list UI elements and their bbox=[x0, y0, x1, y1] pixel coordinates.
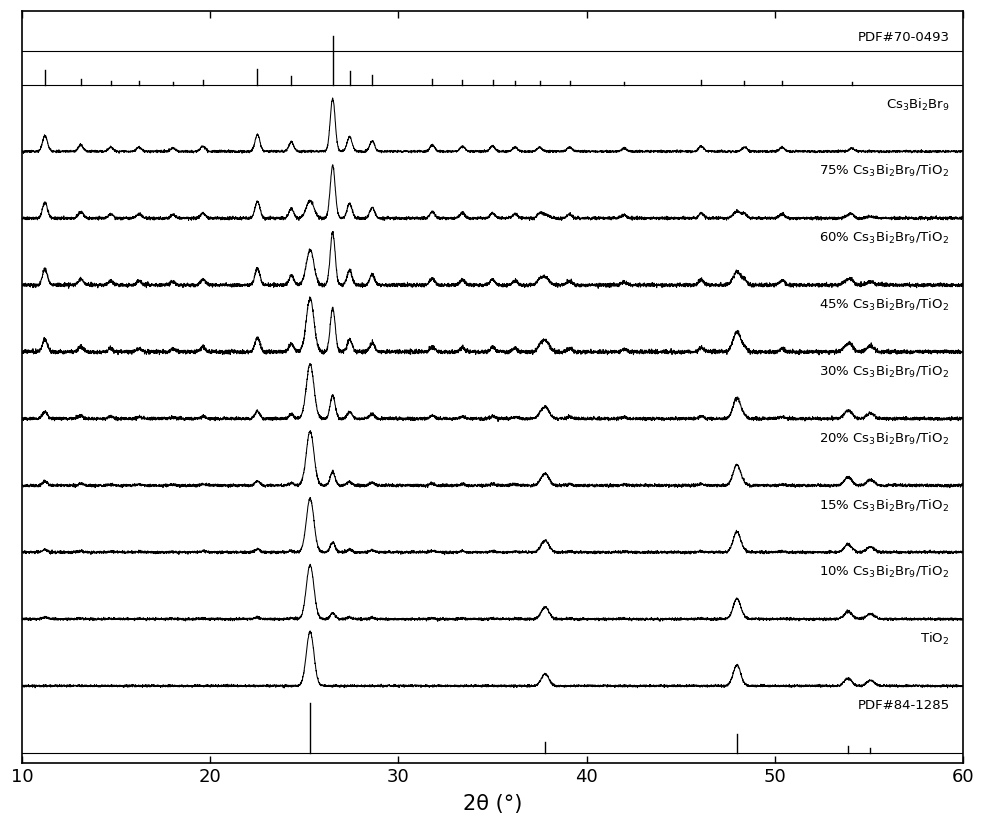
Text: 20% Cs$_3$Bi$_2$Br$_9$/TiO$_2$: 20% Cs$_3$Bi$_2$Br$_9$/TiO$_2$ bbox=[820, 431, 950, 446]
Text: 75% Cs$_3$Bi$_2$Br$_9$/TiO$_2$: 75% Cs$_3$Bi$_2$Br$_9$/TiO$_2$ bbox=[820, 163, 950, 180]
X-axis label: 2θ (°): 2θ (°) bbox=[463, 794, 522, 814]
Text: 15% Cs$_3$Bi$_2$Br$_9$/TiO$_2$: 15% Cs$_3$Bi$_2$Br$_9$/TiO$_2$ bbox=[820, 497, 950, 513]
Text: PDF#84-1285: PDF#84-1285 bbox=[857, 700, 950, 713]
Text: TiO$_2$: TiO$_2$ bbox=[920, 631, 950, 647]
Text: PDF#70-0493: PDF#70-0493 bbox=[857, 31, 950, 45]
Text: 10% Cs$_3$Bi$_2$Br$_9$/TiO$_2$: 10% Cs$_3$Bi$_2$Br$_9$/TiO$_2$ bbox=[820, 564, 950, 580]
Text: 60% Cs$_3$Bi$_2$Br$_9$/TiO$_2$: 60% Cs$_3$Bi$_2$Br$_9$/TiO$_2$ bbox=[820, 230, 950, 247]
Text: 45% Cs$_3$Bi$_2$Br$_9$/TiO$_2$: 45% Cs$_3$Bi$_2$Br$_9$/TiO$_2$ bbox=[820, 297, 950, 314]
Text: 30% Cs$_3$Bi$_2$Br$_9$/TiO$_2$: 30% Cs$_3$Bi$_2$Br$_9$/TiO$_2$ bbox=[820, 364, 950, 380]
Text: Cs$_3$Bi$_2$Br$_9$: Cs$_3$Bi$_2$Br$_9$ bbox=[886, 97, 950, 113]
